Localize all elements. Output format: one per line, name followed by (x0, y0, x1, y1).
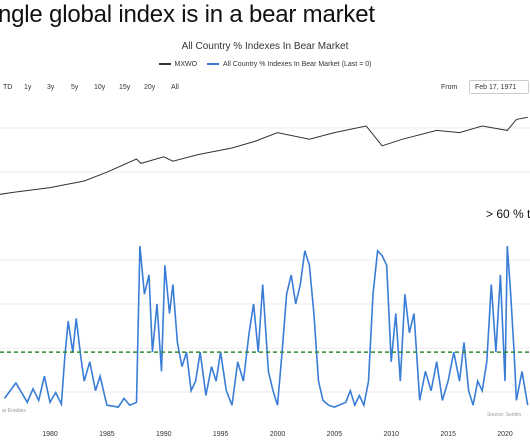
x-tick-label: 2010 (383, 431, 399, 438)
chart-title: All Country % Indexes In Bear Market (181, 41, 349, 52)
mxwo-series-line (0, 116, 528, 195)
legend-label-bear-market: All Country % Indexes In Bear Market (La… (223, 60, 372, 68)
range-button-td[interactable]: TD (3, 84, 13, 91)
range-button-20y[interactable]: 20y (144, 84, 156, 91)
range-button-3y[interactable]: 3y (47, 84, 55, 91)
legend-item-bear-market[interactable]: All Country % Indexes In Bear Market (La… (207, 61, 371, 68)
x-tick-label: 2000 (270, 431, 286, 438)
x-tick-label: 2020 (497, 431, 513, 438)
x-tick-label: 1995 (213, 431, 229, 438)
x-axis-ticks: 1980 1985 1990 1995 2000 2005 2010 2015 2020 (42, 431, 513, 438)
grid-layer (0, 127, 530, 393)
watermark-text: ar Enables (2, 408, 26, 414)
chart-legend: MXWO All Country % Indexes In Bear Marke… (0, 60, 530, 68)
range-button-5y[interactable]: 5y (71, 84, 79, 91)
x-tick-label: 1985 (99, 431, 115, 438)
slide-headline: ngle global index is in a bear market (0, 1, 375, 28)
legend-label-mxwo: MXWO (174, 60, 198, 68)
range-button-all[interactable]: All (171, 84, 179, 91)
from-label: From (441, 84, 458, 91)
legend-item-mxwo[interactable]: MXWO (158, 60, 198, 68)
from-date-input[interactable]: Feb 17, 1971 (469, 80, 529, 94)
range-button-10y[interactable]: 10y (94, 84, 106, 91)
x-tick-label: 1980 (42, 431, 58, 438)
bear-market-series-line (3, 245, 529, 408)
x-tick-label: 2005 (327, 431, 343, 438)
range-button-1y[interactable]: 1y (24, 84, 32, 91)
legend-swatch-bear-market (207, 63, 220, 65)
source-text: Source: Sentim (487, 412, 521, 418)
x-tick-label: 1990 (156, 431, 172, 438)
legend-swatch-mxwo (158, 63, 171, 65)
range-button-15y[interactable]: 15y (119, 84, 131, 91)
x-tick-label: 2015 (440, 431, 456, 438)
threshold-annotation: > 60 % t (486, 207, 530, 221)
